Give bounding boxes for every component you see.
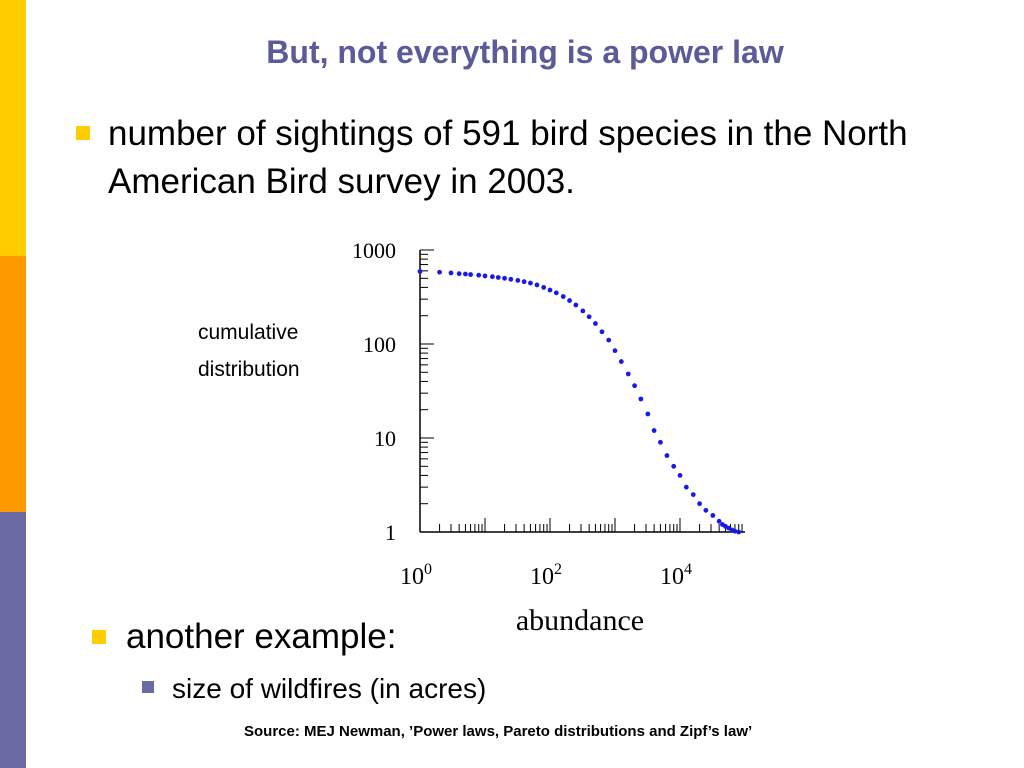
bullet-text-1: number of sightings of 591 bird species …	[108, 114, 908, 201]
data-point	[534, 282, 540, 288]
bullet-square-icon	[92, 630, 106, 644]
data-point	[618, 359, 624, 364]
y-tick-label: 100	[363, 332, 396, 357]
data-point	[716, 518, 722, 524]
x-axis-label: abundance	[516, 604, 644, 637]
sidebar-orange-segment	[0, 256, 26, 512]
bullet-text-2: another example:	[126, 617, 397, 656]
sidebar-yellow-segment	[0, 0, 26, 256]
data-point	[515, 277, 521, 283]
data-point	[703, 507, 709, 513]
data-point	[468, 272, 473, 277]
data-point	[495, 275, 501, 280]
data-point	[677, 473, 683, 478]
x-tick-label: 104	[660, 561, 692, 590]
data-point	[625, 371, 631, 377]
data-point	[732, 528, 738, 534]
data-point	[437, 269, 442, 275]
sidebar-stripe	[0, 0, 26, 768]
data-point	[456, 271, 462, 277]
data-point	[567, 298, 572, 303]
data-point	[645, 411, 651, 417]
data-point	[553, 290, 559, 296]
data-point	[638, 396, 644, 402]
y-axis-label-line1: cumulative	[198, 321, 299, 344]
y-tick-label: 1000	[352, 238, 396, 263]
data-point	[671, 463, 677, 469]
sub-bullet-square-icon	[142, 681, 154, 693]
data-point	[482, 273, 488, 279]
data-point	[448, 270, 454, 276]
data-point	[502, 275, 507, 281]
data-point	[690, 492, 696, 497]
data-point	[521, 279, 527, 285]
y-tick-label: 1	[385, 520, 396, 545]
source-citation: Source: MEJ Newman, ’Power laws, Pareto …	[244, 723, 753, 740]
sidebar-purple-segment	[0, 512, 26, 768]
data-point	[463, 271, 468, 277]
x-tick-label: 100	[400, 561, 432, 590]
data-point	[541, 285, 547, 290]
data-point	[599, 329, 605, 335]
data-point	[547, 287, 553, 293]
data-point	[632, 383, 637, 389]
data-point	[528, 280, 533, 286]
data-point	[476, 272, 482, 278]
data-point	[586, 314, 592, 320]
y-tick-label: 10	[374, 426, 396, 451]
data-point	[664, 453, 670, 458]
bullet-square-icon	[76, 126, 90, 140]
sub-bullet-text: size of wildfires (in acres)	[172, 673, 487, 704]
data-point	[606, 337, 612, 343]
y-axis-label: cumulative distribution	[198, 314, 328, 388]
data-point	[580, 308, 586, 314]
x-tick-label: 102	[530, 561, 562, 590]
data-point	[573, 302, 579, 308]
data-point	[490, 274, 495, 280]
data-point	[593, 321, 598, 326]
y-axis-label-line2: distribution	[198, 358, 300, 381]
data-point	[612, 348, 618, 354]
data-point	[417, 269, 423, 274]
data-point	[560, 294, 566, 299]
data-point	[651, 428, 657, 433]
data-point	[683, 484, 689, 490]
data-point	[736, 529, 742, 535]
data-point	[710, 513, 716, 518]
data-point	[697, 501, 702, 507]
slide-title: But, not everything is a power law	[266, 34, 784, 70]
data-point	[508, 276, 514, 282]
data-point	[658, 439, 663, 445]
